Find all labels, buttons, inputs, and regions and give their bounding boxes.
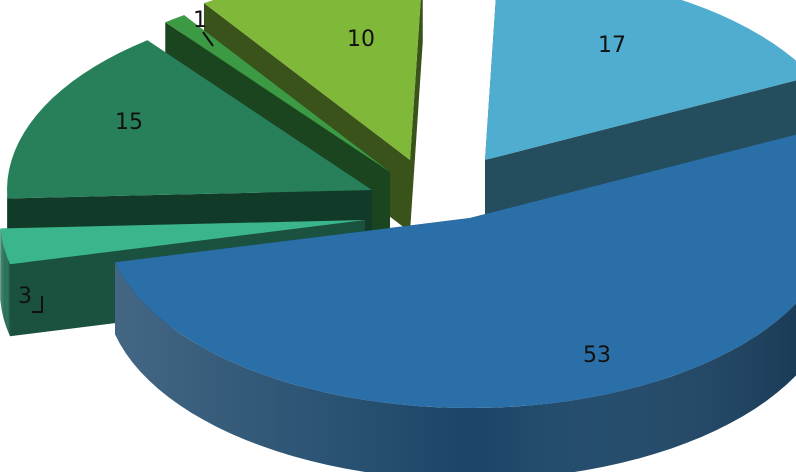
data-label-4: 1 — [193, 8, 207, 33]
data-label-0: 17 — [598, 33, 626, 58]
slice-cut-face-0-1 — [485, 80, 796, 232]
slice-tops — [0, 0, 796, 408]
pie-slice-2 — [0, 220, 366, 265]
data-label-5: 10 — [347, 27, 375, 52]
pie-slice-5 — [203, 0, 421, 160]
slice-rim-shading-2 — [0, 228, 11, 337]
pie-slice-1 — [115, 134, 796, 408]
leader-line-2 — [32, 296, 43, 313]
data-label-2: 3 — [18, 284, 32, 309]
pie-slice-0 — [485, 0, 796, 160]
slice-cut-face-5-1 — [410, 0, 423, 232]
data-label-1: 53 — [583, 343, 611, 368]
leader-line-4 — [202, 31, 214, 47]
pie-slice-3 — [7, 40, 372, 199]
leader-lines — [32, 31, 214, 313]
slice-rim-shading-1 — [115, 262, 796, 472]
pie-slice-4 — [165, 15, 390, 172]
data-labels: 17 53 3 15 1 10 — [18, 8, 626, 368]
data-label-3: 15 — [115, 110, 143, 135]
